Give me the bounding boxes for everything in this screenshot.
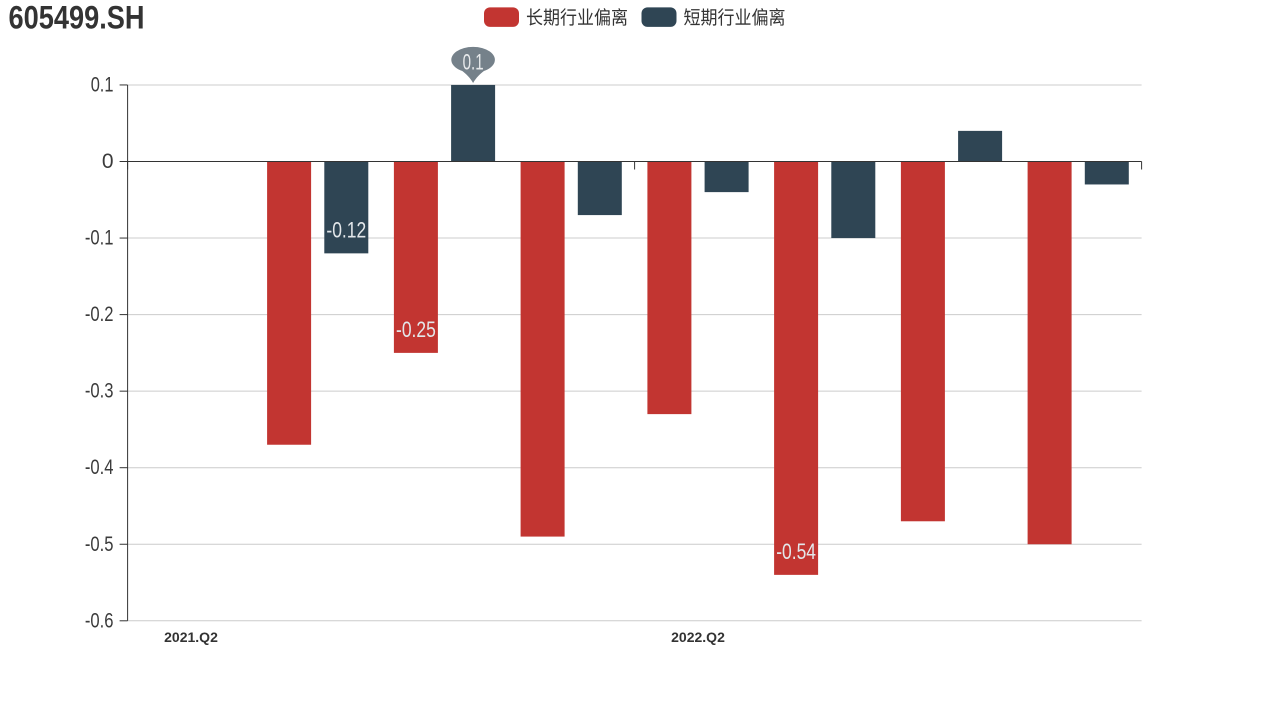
- svg-text:0: 0: [102, 150, 114, 173]
- svg-text:2021.Q2: 2021.Q2: [164, 629, 218, 645]
- svg-text:-0.54: -0.54: [776, 539, 816, 564]
- svg-text:-0.4: -0.4: [85, 456, 114, 479]
- svg-text:605499.SH: 605499.SH: [9, 0, 145, 36]
- svg-text:-0.3: -0.3: [85, 380, 114, 403]
- svg-text:0.1: 0.1: [91, 73, 114, 96]
- svg-text:0.1: 0.1: [463, 49, 484, 74]
- svg-text:2022.Q2: 2022.Q2: [671, 629, 725, 645]
- svg-text:-0.5: -0.5: [85, 533, 114, 556]
- svg-text:-0.6: -0.6: [85, 609, 114, 632]
- svg-text:-0.1: -0.1: [85, 227, 114, 250]
- svg-text:-0.25: -0.25: [396, 317, 436, 342]
- svg-text:-0.2: -0.2: [85, 303, 114, 326]
- svg-text:-0.12: -0.12: [326, 217, 366, 242]
